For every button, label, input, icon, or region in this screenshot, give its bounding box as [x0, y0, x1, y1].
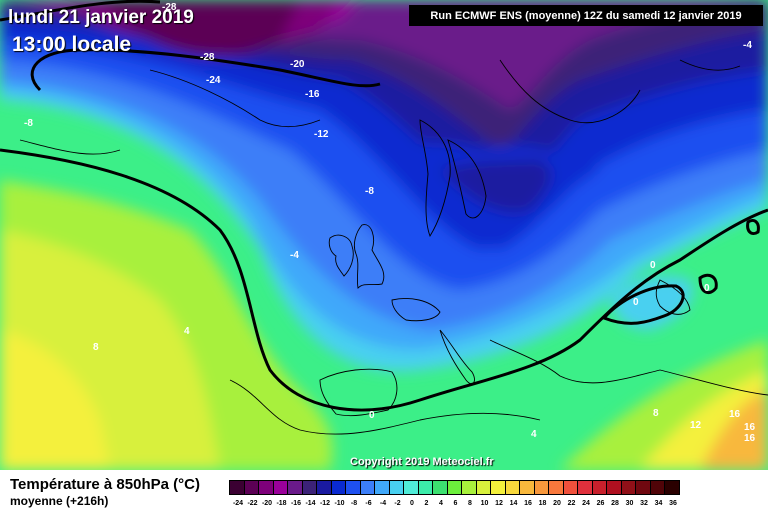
isotherm-label: 0 [633, 297, 639, 308]
isotherm-label: 16 [729, 409, 741, 420]
legend-value: -10 [334, 500, 345, 507]
legend-swatch: 26 [591, 480, 607, 507]
legend-swatch: 30 [620, 480, 636, 507]
temperature-field [0, 0, 768, 470]
isotherm-label: 0 [704, 283, 710, 294]
legend-bar: Température à 850hPa (°C) moyenne (+216h… [0, 470, 768, 512]
legend-swatch: 14 [504, 480, 520, 507]
legend-swatch: -12 [316, 480, 332, 507]
legend-value: 4 [439, 500, 443, 507]
legend-value: 34 [654, 500, 663, 507]
legend-swatch: 18 [533, 480, 549, 507]
legend-value: -8 [350, 500, 358, 507]
legend-swatch: 16 [519, 480, 535, 507]
legend-swatch: -18 [272, 480, 288, 507]
isotherm-label: -28 [200, 52, 215, 63]
legend-value: 12 [495, 500, 503, 507]
legend-value: 28 [611, 500, 619, 507]
legend-value: 8 [468, 500, 472, 507]
legend-swatch: -20 [258, 480, 274, 507]
legend-swatch: -16 [287, 480, 303, 507]
coastlines [19, 59, 768, 435]
legend-value: 10 [480, 500, 489, 507]
isotherm-labels: -28 -28 -24 -20 -16 -12 -8 -8 -4 -4 0 0 … [24, 2, 756, 444]
legend-value: -22 [247, 500, 258, 507]
forecast-date: lundi 21 janvier 2019 [8, 7, 194, 28]
legend-value: -24 [232, 500, 244, 507]
isotherm-label: 16 [744, 433, 756, 444]
isotherm-label: -8 [24, 118, 33, 129]
isotherm-label: 4 [184, 326, 190, 337]
legend-swatch: -10 [330, 480, 346, 507]
legend-swatch: 6 [446, 480, 462, 507]
legend-value: -2 [394, 500, 401, 507]
isotherm-label: 12 [690, 420, 702, 431]
legend-swatch: 8 [461, 480, 477, 507]
legend-value: -12 [319, 500, 331, 507]
isotherm-label: 4 [531, 429, 537, 440]
legend-swatch: 34 [649, 480, 665, 507]
variable-subtitle: moyenne (+216h) [10, 494, 109, 508]
legend-value: 30 [625, 500, 634, 507]
legend-value: -16 [290, 500, 302, 507]
legend-value: 24 [582, 500, 590, 507]
variable-title: Température à 850hPa (°C) [10, 476, 200, 493]
legend-swatch: -2 [388, 480, 404, 507]
isotherm-label: 8 [653, 408, 659, 419]
legend-swatch: -4 [374, 480, 390, 507]
legend-value: -6 [365, 500, 372, 507]
isotherm-label: 0 [369, 410, 375, 421]
legend-value: 26 [596, 500, 605, 507]
legend-swatch: 20 [548, 480, 564, 507]
legend-value: 6 [453, 500, 458, 507]
legend-value: 22 [567, 500, 576, 507]
legend-swatch: 32 [635, 480, 651, 507]
isotherm-label: -12 [314, 129, 329, 140]
legend-swatch: 22 [562, 480, 578, 507]
legend-swatch: -6 [359, 480, 375, 507]
isotherm-label: 0 [650, 260, 656, 271]
legend-swatch: 4 [432, 480, 448, 507]
isotherm-label: -16 [305, 89, 320, 100]
isotherm-label: -20 [290, 59, 305, 70]
legend-swatch: -24 [229, 480, 245, 507]
isotherm-label: -4 [290, 250, 299, 261]
legend-value: -14 [305, 500, 316, 507]
legend-swatch: -8 [345, 480, 361, 507]
isotherm-label: -24 [206, 75, 221, 86]
isotherm-label: -28 [162, 2, 177, 13]
isotherm-label: 16 [744, 422, 756, 433]
color-scale: -24 -22 -20 -18 -16 -14 -12 -10 -8 -6 -4 -2 0 2 4 6 8 10 1… [229, 480, 680, 507]
legend-value: 32 [640, 500, 648, 507]
legend-swatch: 2 [417, 480, 433, 507]
legend-swatch: 10 [475, 480, 491, 507]
legend-swatch: 28 [606, 480, 622, 507]
temperature-map: -28 -28 -24 -20 -16 -12 -8 -8 -4 -4 0 0 … [0, 0, 768, 470]
legend-swatch: 36 [664, 480, 680, 507]
isotherm-label: -8 [365, 186, 374, 197]
legend-swatch: 0 [403, 480, 419, 507]
legend-value: 16 [524, 500, 532, 507]
isotherm-label: -4 [743, 40, 752, 51]
legend-value: 2 [424, 500, 429, 507]
forecast-time: 13:00 locale [12, 33, 132, 56]
legend-value: 20 [553, 500, 561, 507]
legend-value: -4 [379, 500, 387, 507]
legend-value: 14 [509, 500, 518, 507]
legend-swatch: 12 [490, 480, 506, 507]
isotherm-label: 8 [93, 342, 99, 353]
legend-value: 36 [669, 500, 677, 507]
legend-value: 18 [538, 500, 547, 507]
legend-swatch: 24 [577, 480, 593, 507]
isotherm-lines [0, 0, 768, 412]
legend-value: -20 [261, 500, 273, 507]
legend-swatch: -22 [243, 480, 259, 507]
run-info-banner: Run ECMWF ENS (moyenne) 12Z du samedi 12… [409, 5, 763, 26]
legend-value: 0 [410, 500, 414, 507]
legend-swatch: -14 [301, 480, 317, 507]
legend-value: -18 [276, 500, 287, 507]
copyright-notice: Copyright 2019 Meteociel.fr [350, 456, 494, 468]
